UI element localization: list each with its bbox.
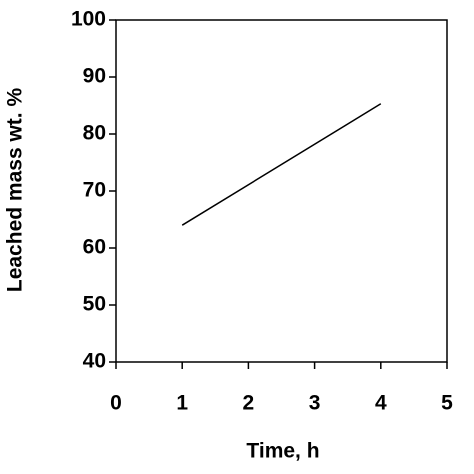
y-tick-label: 80 bbox=[83, 122, 106, 145]
y-tick-label: 50 bbox=[83, 293, 106, 316]
plot-frame bbox=[115, 19, 448, 363]
x-tick-label: 5 bbox=[441, 392, 453, 415]
x-axis-label: Time, h bbox=[246, 440, 319, 463]
y-tick-label: 40 bbox=[83, 350, 106, 373]
data-line bbox=[181, 103, 382, 226]
x-tick-label: 0 bbox=[110, 392, 122, 415]
y-axis-label: Leached mass wt. % bbox=[4, 88, 27, 293]
x-tick-label: 4 bbox=[375, 392, 387, 415]
y-tick-label: 100 bbox=[71, 8, 106, 31]
y-tick-label: 60 bbox=[83, 236, 106, 259]
x-tick-label: 3 bbox=[309, 392, 321, 415]
x-tick-label: 1 bbox=[176, 392, 188, 415]
x-tick-label: 2 bbox=[243, 392, 255, 415]
y-tick-label: 90 bbox=[83, 65, 106, 88]
y-tick-label: 70 bbox=[83, 179, 106, 202]
